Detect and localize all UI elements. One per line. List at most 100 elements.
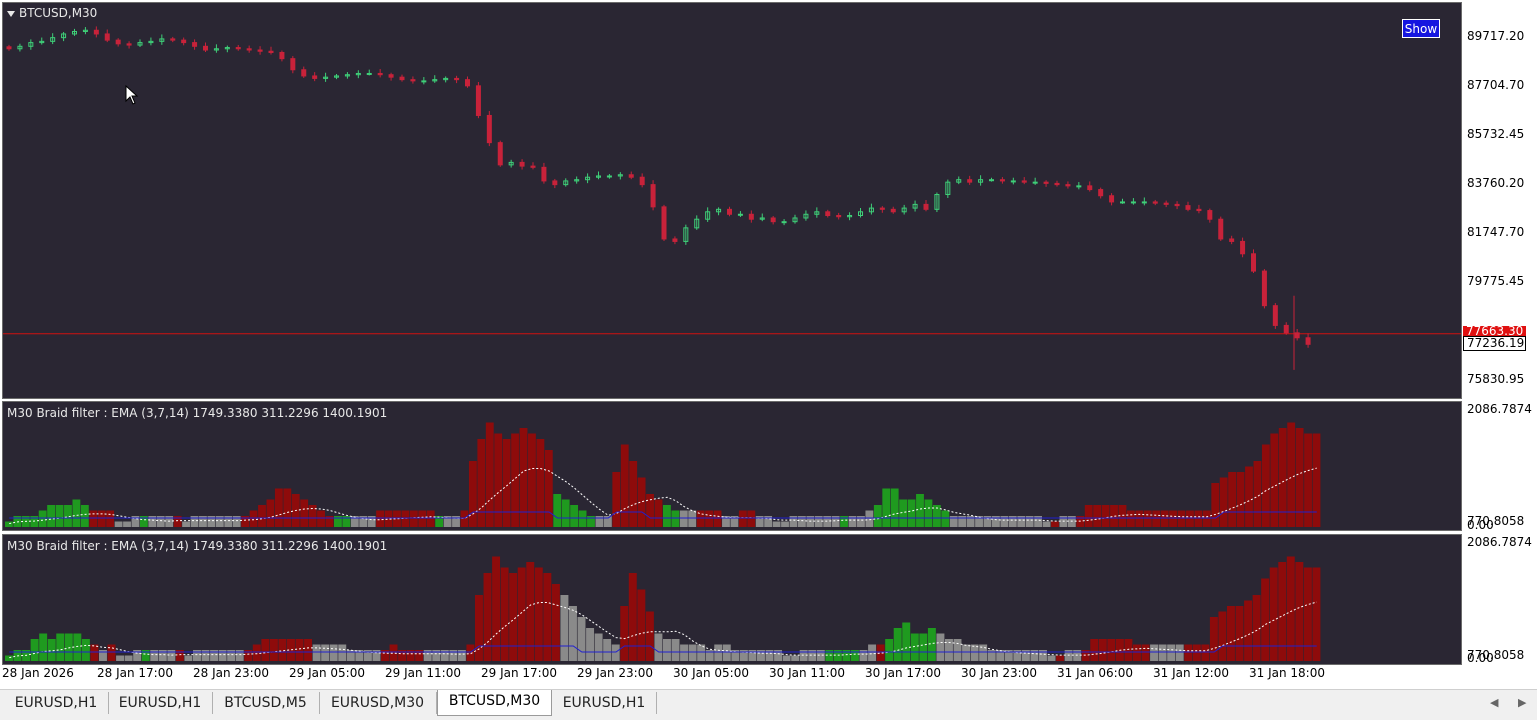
histogram-bar: [722, 644, 731, 661]
histogram-bar: [210, 650, 219, 661]
histogram-bar: [1194, 510, 1203, 527]
candle-body: [279, 51, 285, 60]
histogram-bar: [252, 644, 261, 661]
histogram-bar: [996, 650, 1005, 661]
histogram-bar: [215, 516, 224, 527]
candle-body: [1163, 202, 1169, 205]
histogram-bar: [578, 510, 587, 527]
price-chart-canvas[interactable]: [3, 3, 1462, 399]
histogram-bar: [1304, 433, 1312, 527]
histogram-bar: [941, 510, 950, 527]
candle-body: [17, 45, 23, 50]
histogram-bar: [350, 516, 359, 527]
histogram-bar: [924, 499, 933, 527]
indicator1-canvas[interactable]: [3, 402, 1462, 531]
histogram-bar: [406, 650, 415, 661]
candle-body: [257, 49, 263, 52]
tab-btcusd-m5[interactable]: BTCUSD,M5: [212, 692, 320, 714]
histogram-bar: [765, 650, 774, 661]
symbol-title[interactable]: BTCUSD,M30: [7, 6, 97, 20]
histogram-bar: [312, 644, 321, 661]
histogram-bar: [124, 655, 133, 661]
histogram-bar: [249, 510, 258, 527]
histogram-bar: [1184, 644, 1193, 661]
scroll-left-icon[interactable]: ◀: [1490, 696, 1499, 709]
histogram-bar: [808, 650, 817, 661]
histogram-bar: [1175, 644, 1184, 661]
histogram-bar: [426, 510, 435, 527]
candle-body: [1010, 180, 1016, 183]
time-axis[interactable]: 28 Jan 2026 28 Jan 17:00 28 Jan 23:00 29…: [0, 665, 1537, 689]
histogram-bar: [873, 505, 882, 527]
tab-eurusd-m30[interactable]: EURUSD,M30: [319, 692, 437, 714]
histogram-bar: [953, 639, 962, 661]
histogram-bar: [308, 505, 317, 527]
candle-body: [224, 47, 230, 50]
candle-body: [879, 207, 885, 210]
histogram-bar: [244, 650, 253, 661]
scroll-right-icon[interactable]: ▶: [1518, 696, 1527, 709]
histogram-bar: [1039, 650, 1047, 661]
indicator2-panel[interactable]: M30 Braid filter : EMA (3,7,14) 1749.338…: [2, 534, 1462, 665]
time-tick: 30 Jan 11:00: [769, 666, 845, 680]
histogram-bar: [389, 644, 398, 661]
histogram-bar: [962, 644, 971, 661]
histogram-bar: [1150, 644, 1159, 661]
candle-body: [737, 213, 743, 216]
histogram-bar: [705, 510, 714, 527]
candle-body: [203, 45, 208, 51]
histogram-bar: [755, 516, 764, 527]
histogram-bar: [1209, 617, 1218, 661]
histogram-bar: [738, 510, 747, 527]
indicator1-panel[interactable]: M30 Braid filter : EMA (3,7,14) 1749.338…: [2, 401, 1462, 531]
candle-body: [945, 181, 951, 196]
histogram-bar: [415, 650, 424, 661]
histogram-bar: [519, 428, 528, 527]
bid-price-tag: 77663.30: [1463, 326, 1526, 336]
histogram-bar: [595, 516, 604, 527]
indicator1-top-tick: 2086.7874: [1467, 402, 1532, 416]
histogram-bar: [932, 505, 941, 527]
histogram-bar: [1056, 655, 1065, 661]
time-tick: 29 Jan 23:00: [577, 666, 653, 680]
show-button[interactable]: Show: [1402, 19, 1440, 38]
histogram-bar: [141, 650, 150, 661]
histogram-bar: [842, 650, 851, 661]
candle-body: [792, 217, 798, 223]
histogram-bar: [1098, 639, 1107, 661]
tab-eurusd-h1[interactable]: EURUSD,H1: [4, 692, 109, 714]
histogram-bar: [1270, 433, 1279, 527]
histogram-bar: [1201, 644, 1210, 661]
candle-body: [126, 43, 132, 46]
histogram-bar: [851, 650, 859, 661]
histogram-bar: [840, 516, 848, 527]
price-chart-panel[interactable]: BTCUSD,M30 Show: [2, 2, 1462, 399]
candle-body: [115, 39, 121, 45]
tab-btcusd-m30[interactable]: BTCUSD,M30: [437, 690, 552, 716]
histogram-bar: [80, 505, 89, 527]
indicator2-canvas[interactable]: [3, 535, 1462, 665]
candle-body: [312, 75, 318, 79]
histogram-bar: [919, 633, 928, 661]
histogram-bar: [38, 510, 47, 527]
histogram-bar: [654, 633, 663, 661]
histogram-bar: [637, 477, 646, 527]
indicator2-axis[interactable]: 2086.7874 770.8058 0.00: [1463, 534, 1537, 665]
candle-body: [1294, 332, 1300, 339]
histogram-bar: [637, 589, 646, 661]
candle-body: [355, 72, 361, 76]
dropdown-triangle-icon[interactable]: [7, 10, 15, 17]
indicator1-axis[interactable]: 2086.7874 770.8058 0.00: [1463, 401, 1537, 532]
tab-eurusd-h1[interactable]: EURUSD,H1: [108, 692, 213, 714]
time-tick: 31 Jan 12:00: [1153, 666, 1229, 680]
time-tick: 31 Jan 18:00: [1249, 666, 1325, 680]
histogram-bar: [876, 644, 885, 661]
histogram-bar: [334, 516, 342, 527]
histogram-bar: [1167, 644, 1176, 661]
histogram-bar: [857, 516, 865, 527]
histogram-bar: [494, 433, 503, 527]
candle-body: [290, 58, 296, 71]
candle-body: [28, 42, 34, 47]
tab-eurusd-h1[interactable]: EURUSD,H1: [552, 692, 657, 714]
candle-body: [530, 165, 536, 168]
